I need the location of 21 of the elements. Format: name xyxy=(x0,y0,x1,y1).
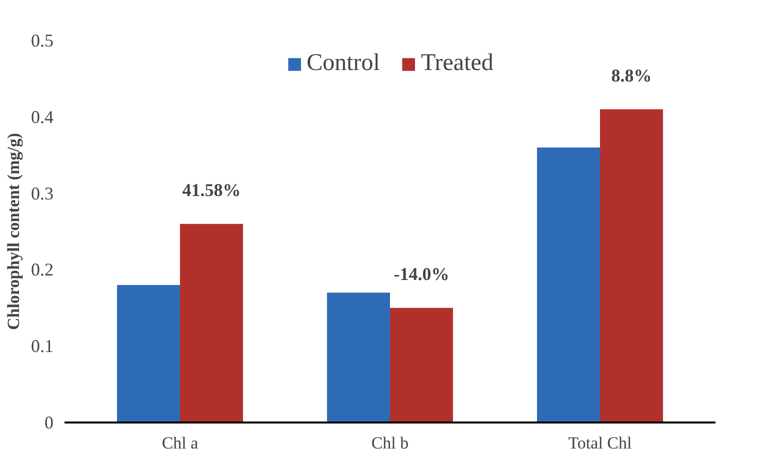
bar xyxy=(600,109,663,422)
x-tick-label: Total Chl xyxy=(568,434,632,452)
bar xyxy=(180,224,243,422)
y-tick-label: 0.1 xyxy=(31,336,54,356)
annotation: -14.0% xyxy=(394,264,450,284)
y-tick-label: 0.2 xyxy=(31,260,54,280)
y-tick-label: 0.3 xyxy=(31,183,54,204)
bar xyxy=(327,292,390,422)
bar xyxy=(537,147,600,422)
x-tick-label: Chl b xyxy=(371,434,409,452)
legend-label: Treated xyxy=(420,50,494,77)
legend-label: Control xyxy=(306,50,380,77)
annotation: 8.8% xyxy=(611,65,652,86)
y-axis-title: Chlorophyll content (mg/g) xyxy=(4,132,23,330)
bar xyxy=(390,308,453,422)
y-tick-label: 0.5 xyxy=(31,30,54,50)
y-tick-label: 0 xyxy=(44,412,54,432)
x-tick-label: Chl a xyxy=(162,434,199,452)
annotation: 41.58% xyxy=(182,180,241,200)
bar xyxy=(117,284,180,422)
y-tick-label: 0.4 xyxy=(31,106,54,127)
